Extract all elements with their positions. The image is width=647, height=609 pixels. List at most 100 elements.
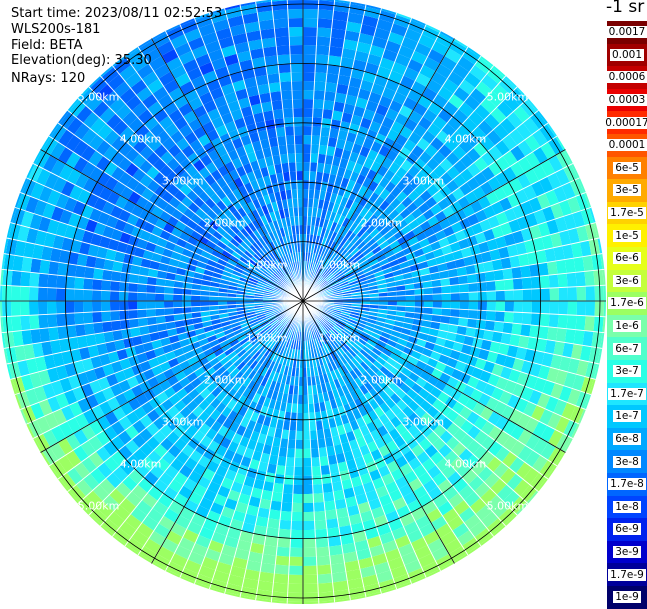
range-bin (260, 29, 275, 40)
field-text: Field: BETA (11, 38, 82, 53)
ring-label: 3.00km (162, 415, 204, 428)
range-bin (291, 81, 303, 90)
range-bin (111, 271, 121, 282)
colorbar-entry: 1e-8 (607, 496, 647, 519)
range-bin (75, 265, 85, 278)
range-bin (303, 512, 315, 521)
colorbar-entry: 0.0017 (607, 21, 647, 44)
colorbar-label: 1.7e-6 (608, 297, 646, 309)
range-bin (83, 289, 92, 301)
range-bin (538, 262, 549, 276)
range-bin (577, 286, 586, 301)
range-bin (101, 311, 111, 322)
ring-label: 2.00km (361, 373, 403, 386)
range-bin (31, 258, 42, 273)
range-bin (459, 309, 469, 318)
range-bin (313, 493, 324, 503)
ring-label: 5.00km (487, 499, 529, 512)
range-bin (155, 301, 164, 309)
range-bin (503, 268, 513, 280)
range-bin (303, 63, 315, 72)
range-bin (541, 288, 550, 301)
colorbar-entry: 3e-5 (607, 179, 647, 202)
range-bin (20, 286, 29, 301)
range-bin (259, 572, 275, 583)
range-bin (31, 329, 42, 344)
range-bin (272, 582, 288, 592)
range-bin (119, 282, 129, 292)
range-bin (322, 109, 333, 119)
range-bin (279, 72, 291, 82)
range-bin (22, 257, 33, 273)
range-bin (574, 257, 585, 273)
range-bin (316, 45, 330, 55)
colorbar-entry: 1.7e-6 (607, 292, 647, 315)
range-bin (315, 520, 327, 530)
range-bin (295, 144, 303, 153)
range-bin (38, 287, 47, 301)
range-bin (303, 81, 315, 90)
range-bin (290, 45, 303, 54)
colorbar-label: 0.001 (610, 49, 644, 61)
range-bin (332, 20, 348, 31)
range-bin (291, 521, 303, 530)
range-bin (84, 267, 94, 279)
range-bin (11, 270, 21, 286)
range-bin (520, 265, 530, 278)
range-bin (433, 301, 442, 308)
range-bin (155, 293, 164, 301)
range-bin (406, 301, 415, 307)
range-bin (274, 565, 289, 575)
range-bin (29, 287, 38, 301)
range-bin (56, 313, 66, 326)
range-bin (48, 327, 59, 341)
range-bin (102, 321, 112, 332)
range-bin (92, 290, 101, 301)
range-bin (540, 275, 550, 288)
colorbar-label: 6e-9 (613, 523, 641, 535)
range-bin (303, 189, 309, 198)
range-bin (264, 536, 278, 547)
range-bin (486, 311, 496, 322)
range-bin (559, 301, 568, 315)
range-bin (303, 99, 314, 108)
range-bin (460, 301, 469, 310)
colorbar-label: 1e-7 (613, 410, 641, 422)
colorbar-title: -1 sr (606, 0, 644, 17)
range-bin (314, 81, 326, 91)
range-bin (314, 502, 325, 512)
range-bin (288, 18, 303, 27)
range-bin (290, 539, 303, 548)
range-bin (292, 99, 303, 108)
range-bin (267, 518, 280, 528)
range-bin (547, 261, 558, 275)
range-bin (478, 291, 487, 301)
range-bin (269, 82, 281, 92)
range-bin (74, 277, 84, 289)
range-bin (312, 466, 322, 476)
colorbar-entry: 1e-7 (607, 405, 647, 428)
colorbar-entry: 3e-9 (607, 541, 647, 564)
range-bin (303, 521, 315, 530)
range-bin (272, 9, 288, 19)
range-bin (565, 329, 576, 344)
ring-label: 2.00km (204, 217, 246, 230)
range-bin (522, 277, 532, 289)
range-bin (296, 422, 303, 431)
range-bin (522, 313, 532, 325)
range-bin (494, 321, 504, 332)
colorbar-entry: 1.7e-9 (607, 563, 647, 586)
ring-label: 1.00km (246, 331, 288, 344)
range-bin (303, 476, 313, 485)
range-bin (295, 440, 303, 449)
range-bin (576, 315, 586, 330)
colorbar-entry: 1.7e-5 (607, 202, 647, 225)
range-bin (119, 310, 129, 320)
range-bin (293, 485, 303, 494)
range-bin (119, 301, 128, 311)
range-bin (83, 301, 92, 313)
colorbar-label: 0.0006 (607, 71, 647, 83)
range-bin (29, 315, 39, 330)
colorbar-entry: 1.7e-8 (607, 473, 647, 496)
range-bin (291, 63, 303, 72)
